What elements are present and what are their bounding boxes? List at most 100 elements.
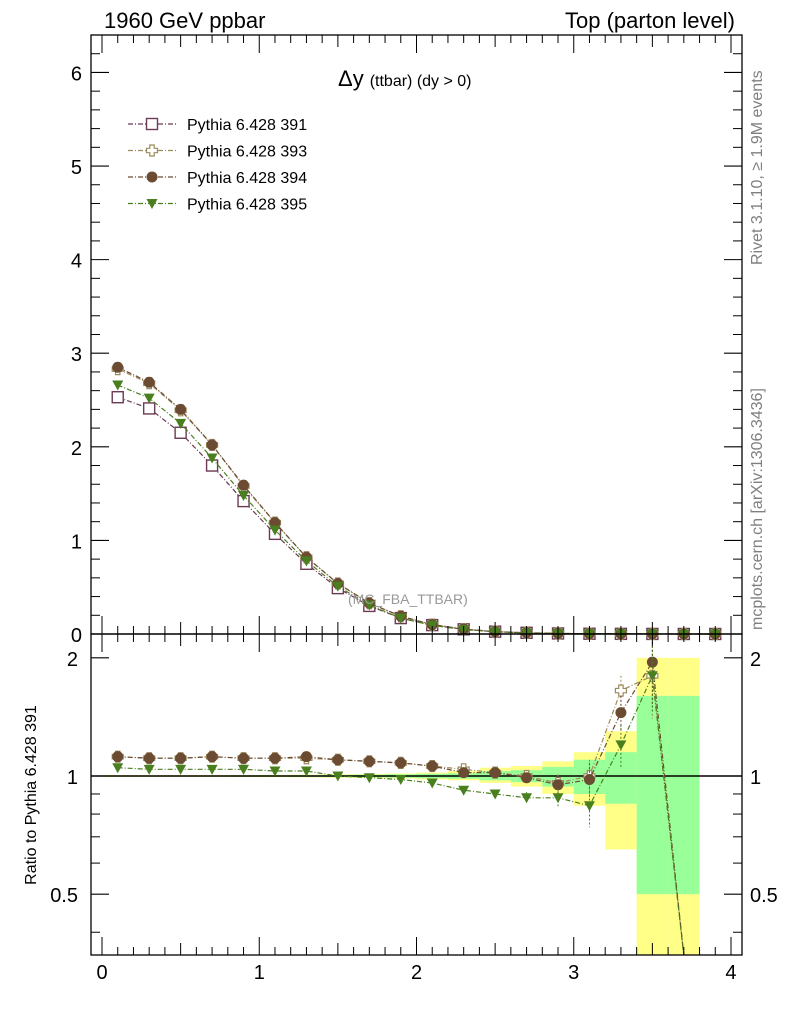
ratio-uncertainty-bands — [91, 657, 742, 955]
ratio-series-line-2 — [117, 660, 685, 956]
side-label-source: mcplots.cern.ch [arXiv:1306.3436] — [749, 388, 766, 630]
ratio-point-s3-15 — [552, 793, 564, 804]
ratio-point-s2-12 — [458, 767, 470, 779]
xtick-label-4: 4 — [725, 962, 736, 984]
legend-marker-2 — [145, 144, 159, 157]
ratio-ytick-label-right-1: 1 — [750, 767, 761, 789]
main-ytick-label-0: 0 — [71, 625, 82, 647]
ratio-point-s3-8 — [332, 771, 344, 782]
ratio-point-s2-1 — [112, 751, 124, 763]
plot-title-sub: (ttbar) (dy > 0) — [370, 73, 472, 90]
main-ytick-label-3: 3 — [71, 344, 82, 366]
legend-label-1: Pythia 6.428 391 — [187, 117, 307, 134]
main-ytick-label-5: 5 — [71, 157, 82, 179]
xtick-label-0: 0 — [96, 962, 107, 984]
ratio-ytick-label-left-1: 1 — [67, 767, 78, 789]
main-point-s1-3 — [174, 426, 187, 439]
main-ytick-label-1: 1 — [71, 531, 82, 553]
main-point-s3-5 — [238, 479, 250, 491]
ratio-point-s2-11 — [426, 760, 438, 772]
main-point-s4-9 — [363, 600, 375, 611]
legend-label-3: Pythia 6.428 394 — [187, 170, 307, 187]
ratio-plot-marks — [111, 634, 685, 956]
main-point-s4-10 — [395, 613, 407, 624]
ratio-point-s2-14 — [521, 772, 533, 784]
ratio-point-s3-10 — [395, 774, 407, 785]
main-point-s4-5 — [238, 490, 250, 501]
main-point-s1-1 — [111, 391, 124, 404]
ratio-point-s3-18 — [646, 671, 658, 682]
legend-marker-4 — [146, 199, 158, 209]
main-point-s3-3 — [175, 403, 187, 415]
ratio-point-s2-8 — [332, 754, 344, 766]
main-point-s4-4 — [206, 453, 218, 464]
main-point-s1-2 — [142, 402, 156, 415]
main-point-s3-6 — [269, 517, 281, 529]
ratio-ytick-label-right-2: 2 — [750, 649, 761, 671]
ratio-point-s3-9 — [363, 773, 375, 784]
ratio-ytick-label-right-0.5: 0.5 — [750, 885, 778, 907]
main-plot-title: Δy (ttbar) (dy > 0) — [338, 66, 472, 91]
ratio-point-s3-17 — [615, 740, 627, 751]
ratio-point-s2-2 — [143, 752, 155, 764]
ratio-point-s3-13 — [489, 789, 501, 800]
main-axis-ticks: 0 1 2 3 4 5 6 — [71, 35, 742, 647]
main-plot-panel: 0 1 2 3 4 5 6 Δy (ttbar) (dy > 0) (MC_FBA_TTBAR… — [71, 34, 743, 647]
ratio-band-inner-19 — [668, 695, 700, 895]
ratio-point-s3-14 — [521, 793, 533, 804]
ratio-plot-panel: 0.5 0.5 1 1 2 2 0 1 2 3 4 Ratio to Pythia 6.428 39… — [23, 633, 778, 984]
ratio-point-s2-13 — [489, 767, 501, 779]
ratio-point-s3-2 — [143, 764, 155, 775]
ratio-point-s3-6 — [269, 766, 281, 777]
main-point-s3-4 — [206, 439, 218, 451]
xtick-label-3: 3 — [568, 962, 579, 984]
main-point-s4-8 — [332, 581, 344, 592]
ratio-point-s3-7 — [300, 766, 312, 777]
ratio-point-s2-10 — [395, 757, 407, 769]
ratio-point-s3-5 — [238, 764, 250, 775]
ratio-series-line-3 — [117, 673, 685, 956]
ratio-point-s2-4 — [206, 751, 218, 763]
main-series-line-3 — [117, 366, 716, 635]
plot-title-main: Δy — [338, 66, 364, 91]
legend-marker-3 — [146, 171, 158, 183]
ratio-point-s2-7 — [300, 751, 312, 763]
ratio-point-s3-11 — [426, 778, 438, 789]
legend-label-4: Pythia 6.428 395 — [187, 197, 307, 214]
main-point-s3-2 — [143, 376, 155, 388]
ratio-point-s3-3 — [175, 764, 187, 775]
analysis-watermark: (MC_FBA_TTBAR) — [348, 591, 468, 607]
main-point-s4-1 — [112, 380, 124, 391]
main-point-s4-3 — [175, 418, 187, 429]
legend: Pythia 6.428 391 Pythia 6.428 393 Pythia 6… — [128, 117, 307, 214]
ratio-band-inner-18 — [636, 695, 669, 895]
header-left: 1960 GeV ppbar — [104, 8, 265, 33]
ratio-ytick-label-left-0.5: 0.5 — [50, 885, 78, 907]
xtick-label-1: 1 — [254, 962, 265, 984]
ratio-point-s2-5 — [238, 752, 250, 764]
main-ytick-label-6: 6 — [71, 63, 82, 85]
ratio-axis-ticks: 0.5 0.5 1 1 2 2 0 1 2 3 4 — [50, 634, 778, 984]
main-point-s4-7 — [300, 556, 312, 567]
ratio-point-s2-16 — [583, 773, 595, 785]
ratio-point-s3-12 — [458, 785, 470, 796]
ratio-y-axis-label: Ratio to Pythia 6.428 391 — [23, 705, 40, 885]
ratio-point-s1-17 — [614, 684, 628, 697]
ratio-point-s2-9 — [363, 755, 375, 767]
main-ytick-label-4: 4 — [71, 251, 82, 273]
main-point-s4-2 — [143, 393, 155, 404]
ratio-point-s2-3 — [175, 752, 187, 764]
main-ytick-label-2: 2 — [71, 438, 82, 460]
legend-marker-1 — [145, 117, 159, 131]
main-point-s4-6 — [269, 525, 281, 536]
ratio-point-s3-4 — [206, 764, 218, 775]
main-point-s3-1 — [112, 361, 124, 373]
ratio-point-s3-16 — [583, 801, 595, 812]
xtick-label-2: 2 — [411, 962, 422, 984]
ratio-point-s2-6 — [269, 752, 281, 764]
ratio-point-s2-17 — [615, 707, 627, 719]
legend-label-2: Pythia 6.428 393 — [187, 144, 307, 161]
ratio-point-s2-15 — [552, 779, 564, 791]
ratio-point-s3-1 — [112, 763, 124, 774]
